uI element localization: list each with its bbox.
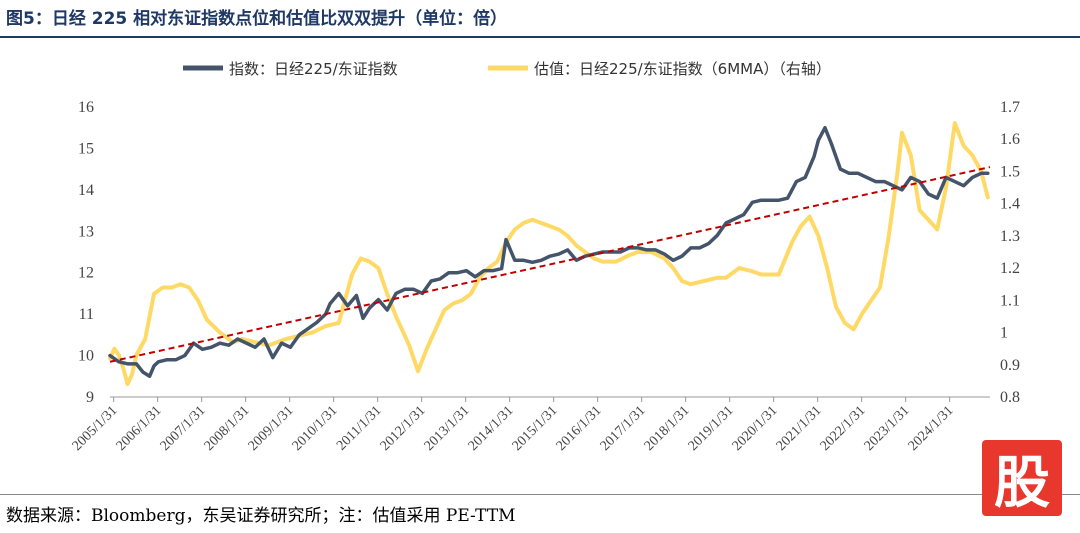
source-note: 数据来源：Bloomberg，东吴证券研究所；注：估值采用 PE-TTM	[6, 506, 516, 526]
series-index-line	[108, 125, 990, 379]
x-tick-label: 2006/1/31	[114, 403, 165, 454]
y-right-tick-label: 1.4	[1000, 196, 1020, 213]
y-right-tick-label: 1.5	[1000, 163, 1020, 180]
y-axis-left: 9 10 11 12 13 14 15 16	[78, 99, 94, 406]
x-tick-label: 2009/1/31	[246, 403, 297, 454]
x-tick-label: 2016/1/31	[554, 403, 605, 454]
x-tick-label: 2015/1/31	[510, 403, 561, 454]
x-tick-label: 2007/1/31	[158, 403, 209, 454]
x-tick-label: 2013/1/31	[422, 403, 473, 454]
y-right-tick-label: 0.9	[1000, 357, 1020, 374]
x-tick-label: 2021/1/31	[774, 403, 825, 454]
x-axis: 2005/1/312006/1/312007/1/312008/1/312009…	[70, 397, 957, 454]
y-left-tick-label: 13	[78, 223, 94, 240]
y-left-tick-label: 15	[78, 140, 94, 157]
y-left-tick-label: 14	[78, 182, 94, 199]
x-tick-label: 2018/1/31	[642, 403, 693, 454]
chart-title: 图5：日经 225 相对东证指数点位和估值比双双提升（单位：倍）	[6, 9, 508, 29]
x-tick-label: 2022/1/31	[818, 403, 869, 454]
x-tick-label: 2014/1/31	[466, 403, 517, 454]
title-rule	[0, 36, 1080, 38]
x-tick-label: 2010/1/31	[290, 403, 341, 454]
x-tick-label: 2017/1/31	[598, 403, 649, 454]
series-valuation-line	[108, 121, 990, 387]
series-group	[108, 121, 991, 387]
y-right-tick-label: 0.8	[1000, 389, 1020, 406]
x-tick-label: 2005/1/31	[70, 403, 121, 454]
y-right-tick-label: 1.1	[1000, 292, 1020, 309]
x-tick-label: 2024/1/31	[906, 403, 957, 454]
x-tick-label: 2011/1/31	[334, 403, 384, 453]
x-tick-label: 2019/1/31	[686, 403, 737, 454]
source-rule	[0, 494, 1080, 495]
y-right-tick-label: 1.2	[1000, 260, 1020, 277]
y-left-tick-label: 11	[79, 306, 94, 323]
y-right-tick-label: 1	[1000, 325, 1008, 342]
y-left-tick-label: 16	[78, 99, 94, 116]
legend-index-label: 指数：日经225/东证指数	[229, 60, 398, 78]
y-right-tick-label: 1.3	[1000, 228, 1020, 245]
y-axis-right: 0.8 0.9 1 1.1 1.2 1.3 1.4 1.5 1.6 1.7	[1000, 99, 1020, 406]
y-left-tick-label: 9	[86, 389, 94, 406]
y-left-tick-label: 10	[78, 348, 94, 365]
x-tick-label: 2023/1/31	[862, 403, 913, 454]
logo-badge: 股	[982, 440, 1062, 516]
legend: 指数：日经225/东证指数 估值：日经225/东证指数（6MMA）（右轴）	[183, 60, 831, 78]
x-tick-label: 2012/1/31	[378, 403, 429, 454]
x-tick-label: 2008/1/31	[202, 403, 253, 454]
trend-line	[109, 166, 991, 363]
y-right-tick-label: 1.7	[1000, 99, 1020, 116]
chart-area: 指数：日经225/东证指数 估值：日经225/东证指数（6MMA）（右轴） 9 1…	[70, 60, 1020, 454]
legend-valuation-label: 估值：日经225/东证指数（6MMA）（右轴）	[534, 60, 831, 78]
y-left-tick-label: 12	[78, 265, 94, 282]
x-tick-label: 2020/1/31	[730, 403, 781, 454]
y-right-tick-label: 1.6	[1000, 131, 1020, 148]
